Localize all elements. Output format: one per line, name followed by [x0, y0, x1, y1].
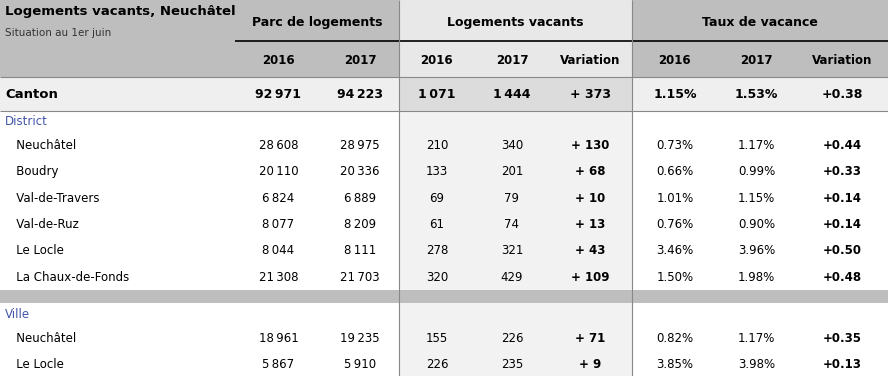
Text: + 373: + 373 [570, 88, 611, 100]
Text: 2016: 2016 [262, 55, 295, 67]
Text: 1 071: 1 071 [418, 88, 456, 100]
Text: Logements vacants: Logements vacants [448, 16, 583, 29]
Text: Canton: Canton [5, 88, 59, 100]
Text: 3.85%: 3.85% [656, 358, 694, 371]
Text: Le Locle: Le Locle [5, 358, 64, 371]
Text: + 71: + 71 [575, 332, 606, 345]
Text: 340: 340 [501, 139, 523, 152]
Text: Boudry: Boudry [5, 165, 59, 178]
Text: 92 971: 92 971 [256, 88, 301, 100]
Text: Le Locle: Le Locle [5, 244, 64, 257]
Text: + 130: + 130 [571, 139, 610, 152]
Text: 18 961: 18 961 [258, 332, 298, 345]
Text: +0.50: +0.50 [822, 244, 861, 257]
Text: 3.46%: 3.46% [656, 244, 694, 257]
Text: 1.53%: 1.53% [735, 88, 778, 100]
Text: 3.98%: 3.98% [738, 358, 775, 371]
Text: Variation: Variation [560, 55, 621, 67]
Text: +0.35: +0.35 [822, 332, 861, 345]
Text: 21 703: 21 703 [340, 271, 380, 284]
Text: +0.44: +0.44 [822, 139, 861, 152]
Text: 79: 79 [504, 192, 519, 205]
Text: 235: 235 [501, 358, 523, 371]
Text: 8 077: 8 077 [262, 218, 295, 231]
Text: + 10: + 10 [575, 192, 606, 205]
Text: + 13: + 13 [575, 218, 606, 231]
Text: 94 223: 94 223 [337, 88, 383, 100]
Text: La Chaux-de-Fonds: La Chaux-de-Fonds [5, 271, 130, 284]
Text: 0.90%: 0.90% [738, 218, 775, 231]
Text: Variation: Variation [812, 55, 872, 67]
Text: 1.15%: 1.15% [654, 88, 696, 100]
Text: 0.73%: 0.73% [656, 139, 694, 152]
Text: Situation au 1er juin: Situation au 1er juin [5, 29, 112, 38]
Text: Taux de vacance: Taux de vacance [702, 16, 818, 29]
Text: 28 608: 28 608 [258, 139, 298, 152]
Text: 8 044: 8 044 [262, 244, 295, 257]
Text: + 68: + 68 [575, 165, 606, 178]
Text: 19 235: 19 235 [340, 332, 380, 345]
Text: 0.99%: 0.99% [738, 165, 775, 178]
Text: 5 867: 5 867 [262, 358, 295, 371]
Text: 2017: 2017 [496, 55, 528, 67]
Text: 0.76%: 0.76% [656, 218, 694, 231]
Text: 226: 226 [425, 358, 448, 371]
Text: 28 975: 28 975 [340, 139, 380, 152]
Text: 133: 133 [425, 165, 448, 178]
Text: 0.82%: 0.82% [656, 332, 694, 345]
Text: +0.33: +0.33 [822, 165, 861, 178]
Text: 1.98%: 1.98% [738, 271, 775, 284]
Text: 69: 69 [430, 192, 444, 205]
Text: 2017: 2017 [344, 55, 377, 67]
Text: 155: 155 [425, 332, 448, 345]
Text: Neuchâtel: Neuchâtel [5, 332, 76, 345]
Text: +0.14: +0.14 [822, 192, 861, 205]
Text: 1.15%: 1.15% [738, 192, 775, 205]
Text: 226: 226 [501, 332, 523, 345]
Text: 0.66%: 0.66% [656, 165, 694, 178]
Text: 5 910: 5 910 [344, 358, 377, 371]
Text: 20 110: 20 110 [258, 165, 298, 178]
Text: + 109: + 109 [571, 271, 610, 284]
Text: 201: 201 [501, 165, 523, 178]
Text: Val-de-Travers: Val-de-Travers [5, 192, 99, 205]
Text: 20 336: 20 336 [340, 165, 380, 178]
Text: + 43: + 43 [575, 244, 606, 257]
Text: 210: 210 [425, 139, 448, 152]
Text: Neuchâtel: Neuchâtel [5, 139, 76, 152]
Text: 278: 278 [425, 244, 448, 257]
Text: 1.17%: 1.17% [738, 332, 775, 345]
Text: 2017: 2017 [741, 55, 773, 67]
Text: 74: 74 [504, 218, 519, 231]
Text: +0.38: +0.38 [821, 88, 862, 100]
Text: +0.14: +0.14 [822, 218, 861, 231]
Text: Val-de-Ruz: Val-de-Ruz [5, 218, 79, 231]
Text: District: District [5, 115, 48, 128]
Text: Ville: Ville [5, 308, 30, 321]
Text: 2016: 2016 [659, 55, 691, 67]
Text: 6 889: 6 889 [344, 192, 377, 205]
Text: Logements vacants, Neuchâtel: Logements vacants, Neuchâtel [5, 5, 236, 18]
Text: 8 209: 8 209 [344, 218, 377, 231]
Text: +0.13: +0.13 [822, 358, 861, 371]
Text: 6 824: 6 824 [262, 192, 295, 205]
Text: Parc de logements: Parc de logements [252, 16, 382, 29]
Text: 321: 321 [501, 244, 523, 257]
Text: 429: 429 [501, 271, 523, 284]
Text: 3.96%: 3.96% [738, 244, 775, 257]
Text: 320: 320 [425, 271, 448, 284]
Text: + 9: + 9 [579, 358, 602, 371]
Text: 1.50%: 1.50% [656, 271, 694, 284]
Text: 1.17%: 1.17% [738, 139, 775, 152]
Text: 1.01%: 1.01% [656, 192, 694, 205]
Text: 61: 61 [430, 218, 444, 231]
Text: 2016: 2016 [421, 55, 453, 67]
Text: 1 444: 1 444 [493, 88, 531, 100]
Text: 21 308: 21 308 [258, 271, 298, 284]
Text: 8 111: 8 111 [344, 244, 377, 257]
Text: +0.48: +0.48 [822, 271, 861, 284]
